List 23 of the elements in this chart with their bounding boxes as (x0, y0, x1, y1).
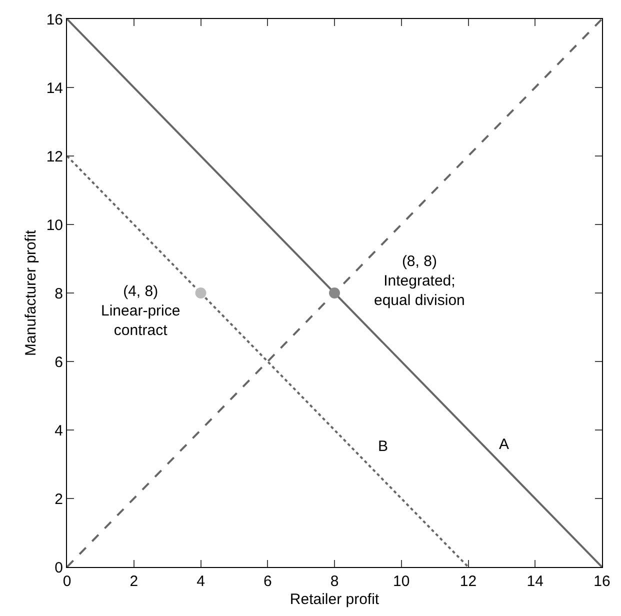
y-tick-label: 14 (46, 80, 63, 97)
x-tick-label: 16 (594, 573, 610, 590)
y-tick-label: 10 (46, 216, 63, 234)
x-tick-label: 10 (393, 573, 410, 590)
y-tick-label: 0 (54, 559, 63, 576)
x-tick-label: 8 (330, 573, 339, 590)
y-tick-label: 12 (46, 148, 63, 166)
y-tick-label: 16 (46, 11, 63, 28)
y-tick-label: 2 (54, 490, 63, 508)
y-tick-label: 4 (54, 422, 63, 440)
y-tick-label: 8 (54, 285, 63, 302)
x-tick-label: 4 (196, 573, 205, 590)
annotation: (8, 8) Integrated; equal division (374, 253, 465, 309)
x-tick-label: 12 (460, 573, 477, 590)
x-tick-label: 6 (263, 573, 272, 590)
x-axis-title: Retailer profit (290, 591, 380, 608)
y-tick-label: 6 (54, 354, 63, 371)
annotation: (4, 8) Linear-price contract (101, 283, 180, 339)
y-axis-title: Manufacturer profit (22, 229, 40, 356)
x-tick-label: 14 (526, 573, 544, 590)
annotation: B (378, 438, 388, 455)
x-tick-label: 2 (130, 573, 138, 590)
annotation: A (499, 436, 510, 453)
